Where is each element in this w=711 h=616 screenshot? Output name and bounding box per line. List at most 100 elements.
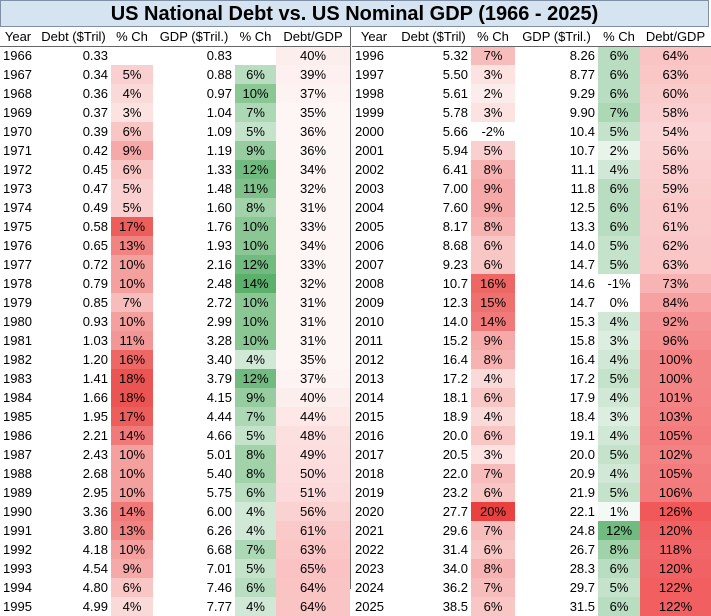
cell-year: 2025: [355, 599, 384, 614]
cell-gdp-pct-change: 4%: [235, 350, 276, 369]
cell-gdp: 18.4: [569, 409, 595, 424]
cell-debt-to-gdp: 39%: [276, 65, 350, 84]
cell-year: 2020: [355, 504, 384, 519]
cell-debt-pct-change: 7%: [471, 521, 515, 540]
cell-debt: 0.37: [82, 105, 108, 120]
cell-debt-to-gdp: 105%: [640, 426, 711, 445]
cell-debt-pct-change: 8%: [471, 350, 515, 369]
cell-gdp: 10.4: [569, 124, 595, 139]
cell-debt-to-gdp: 31%: [276, 198, 350, 217]
cell-debt: 29.6: [442, 523, 468, 538]
cell-debt: 2.43: [82, 447, 108, 462]
cell-year: 2002: [355, 162, 384, 177]
cell-gdp-pct-change: 3%: [598, 407, 640, 426]
table-row: 1977 0.72 10% 2.16 12% 33%: [0, 255, 350, 274]
cell-year: 2010: [355, 314, 384, 329]
table-row: 1989 2.95 10% 5.75 6% 51%: [0, 483, 350, 502]
cell-debt-pct-change: 18%: [111, 369, 153, 388]
cell-gdp: 6.68: [206, 542, 232, 557]
cell-debt: 0.79: [82, 276, 108, 291]
cell-year: 1993: [3, 561, 32, 576]
table-row: 1993 4.54 9% 7.01 5% 65%: [0, 559, 350, 578]
cell-debt: 1.03: [82, 333, 108, 348]
cell-gdp: 1.60: [206, 200, 232, 215]
cell-year: 2017: [355, 447, 384, 462]
cell-debt-pct-change: 3%: [111, 103, 153, 122]
cell-gdp: 14.0: [569, 238, 595, 253]
cell-gdp: 1.76: [206, 219, 232, 234]
column-header-year: Year: [352, 27, 396, 47]
cell-year: 1972: [3, 162, 32, 177]
cell-debt: 0.34: [82, 67, 108, 82]
cell-gdp: 20.9: [569, 466, 595, 481]
cell-debt: 3.36: [82, 504, 108, 519]
cell-debt-pct-change: 16%: [111, 350, 153, 369]
column-header-debt: Debt ($Tril): [36, 27, 111, 47]
cell-debt: 5.94: [442, 143, 468, 158]
cell-gdp-pct-change: 4%: [598, 388, 640, 407]
cell-year: 2018: [355, 466, 384, 481]
cell-debt-to-gdp: 105%: [640, 464, 711, 483]
cell-gdp: 7.77: [206, 599, 232, 614]
cell-year: 1983: [3, 371, 32, 386]
cell-debt: 8.17: [442, 219, 468, 234]
cell-debt-to-gdp: 35%: [276, 103, 350, 122]
cell-year: 1982: [3, 352, 32, 367]
cell-gdp: 20.0: [569, 447, 595, 462]
cell-debt: 1.20: [82, 352, 108, 367]
cell-year: 1974: [3, 200, 32, 215]
cell-gdp-pct-change: 6%: [235, 483, 276, 502]
cell-year: 1966: [3, 48, 32, 64]
cell-debt-pct-change: 4%: [471, 407, 515, 426]
cell-year: 1968: [3, 86, 32, 101]
cell-gdp-pct-change: 8%: [235, 464, 276, 483]
cell-gdp: 2.48: [206, 276, 232, 291]
cell-debt-to-gdp: 32%: [276, 179, 350, 198]
cell-debt: 18.1: [442, 390, 468, 405]
cell-year: 1987: [3, 447, 32, 462]
cell-debt: 0.72: [82, 257, 108, 272]
cell-gdp-pct-change: 6%: [235, 578, 276, 597]
cell-debt: 0.58: [82, 219, 108, 234]
cell-gdp-pct-change: 4%: [598, 312, 640, 331]
cell-debt-pct-change: 14%: [471, 312, 515, 331]
cell-gdp: 11.1: [570, 162, 595, 177]
cell-gdp: 8.26: [569, 48, 595, 64]
cell-debt-pct-change: 9%: [111, 141, 153, 160]
cell-year: 2008: [355, 276, 384, 291]
table-row: 1992 4.18 10% 6.68 7% 63%: [0, 540, 350, 559]
table-row: 2020 27.7 20% 22.1 1% 126%: [352, 502, 711, 521]
table-row: 2013 17.2 4% 17.2 5% 100%: [352, 369, 711, 388]
cell-year: 1980: [3, 314, 32, 329]
cell-debt: 9.23: [442, 257, 468, 272]
table-row: 1980 0.93 10% 2.99 10% 31%: [0, 312, 350, 331]
cell-debt-pct-change: 14%: [111, 426, 153, 445]
cell-debt-to-gdp: 49%: [276, 445, 350, 464]
cell-debt-to-gdp: 84%: [640, 293, 711, 312]
table-row: 2001 5.94 5% 10.7 2% 56%: [352, 141, 711, 160]
table-row: 1994 4.80 6% 7.46 6% 64%: [0, 578, 350, 597]
cell-gdp-pct-change: 3%: [598, 331, 640, 350]
cell-gdp: 3.40: [206, 352, 232, 367]
table-row: 1983 1.41 18% 3.79 12% 37%: [0, 369, 350, 388]
cell-debt-pct-change: 10%: [111, 540, 153, 559]
cell-debt-pct-change: 16%: [471, 274, 515, 293]
cell-debt: 5.78: [442, 105, 468, 120]
cell-gdp-pct-change: 4%: [598, 160, 640, 179]
cell-debt-pct-change: 7%: [471, 464, 515, 483]
cell-debt-pct-change: -2%: [481, 124, 505, 139]
cell-debt-to-gdp: 65%: [276, 559, 350, 578]
cell-gdp: 2.72: [206, 295, 232, 310]
cell-debt-pct-change: 6%: [471, 426, 515, 445]
cell-debt-to-gdp: 63%: [640, 65, 711, 84]
cell-gdp: 22.1: [569, 504, 595, 519]
cell-debt-pct-change: 4%: [111, 84, 153, 103]
cell-year: 1992: [3, 542, 32, 557]
table-header-row: Year Debt ($Tril)% Ch GDP ($Tril.)% Ch Debt…: [0, 27, 350, 47]
table-row: 1971 0.42 9% 1.19 9% 36%: [0, 141, 350, 160]
cell-gdp: 4.66: [206, 428, 232, 443]
cell-gdp-pct-change: 4%: [235, 597, 276, 616]
cell-year: 1984: [3, 390, 32, 405]
table-row: 1967 0.34 5% 0.88 6% 39%: [0, 65, 350, 84]
cell-debt: 0.85: [82, 295, 108, 310]
